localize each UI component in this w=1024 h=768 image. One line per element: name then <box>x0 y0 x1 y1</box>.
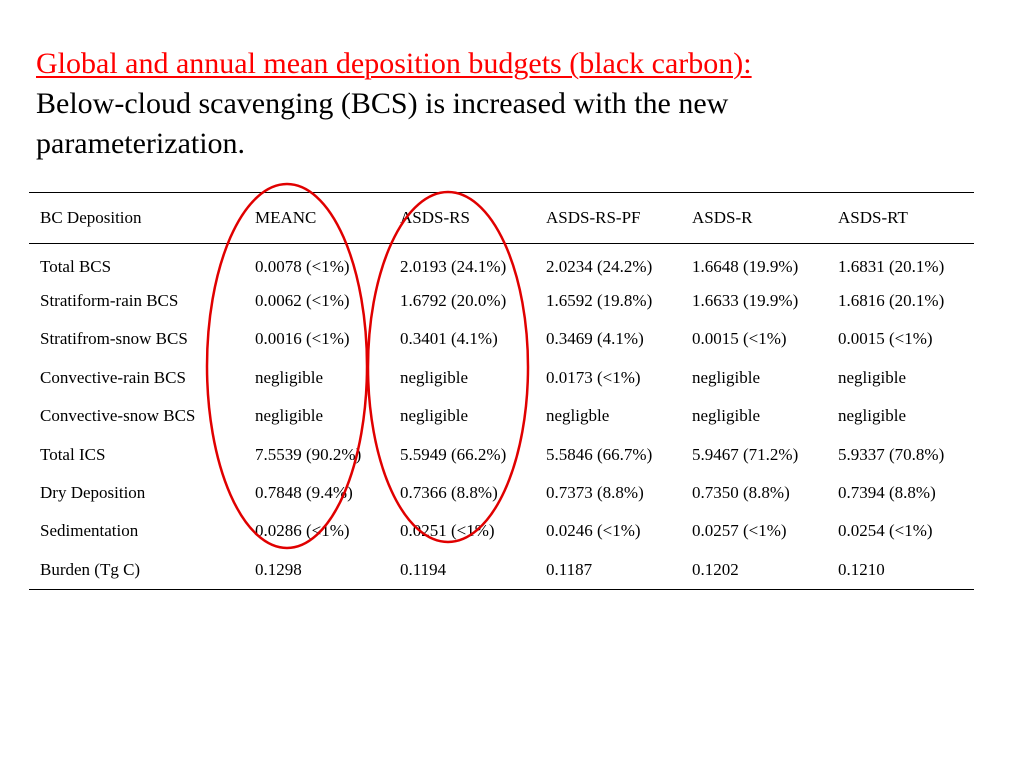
table-cell: 0.1210 <box>838 559 885 579</box>
table-cell: 0.3469 (4.1%) <box>546 329 644 349</box>
row-label: Dry Deposition <box>40 483 146 503</box>
table-cell: negligible <box>838 367 906 387</box>
row-label: Sedimentation <box>40 521 139 541</box>
table-cell: negligible <box>692 406 760 426</box>
table-cell: 0.1202 <box>692 559 739 579</box>
table-cell: 0.0257 (<1%) <box>692 521 787 541</box>
table-cell: 0.1298 <box>255 559 302 579</box>
deposition-budget-table: BC Deposition MEANC ASDS-RS ASDS-RS-PF A… <box>29 192 974 590</box>
table-cell: 1.6831 (20.1%) <box>838 256 945 276</box>
table-cell: 7.5539 (90.2%) <box>255 444 362 464</box>
slide-heading: Global and annual mean deposition budget… <box>36 44 996 164</box>
header-meanc: MEANC <box>255 208 317 227</box>
table-cell: 2.0234 (24.2%) <box>546 256 653 276</box>
table-cell: 0.7848 (9.4%) <box>255 483 353 503</box>
table-header-row: BC Deposition MEANC ASDS-RS ASDS-RS-PF A… <box>29 192 974 244</box>
row-label: Total ICS <box>40 444 106 464</box>
table-cell: 0.0251 (<1%) <box>400 521 495 541</box>
table-cell: negligible <box>838 406 906 426</box>
header-asds-rt: ASDS-RT <box>838 208 908 227</box>
table-cell: 0.1194 <box>400 559 447 579</box>
table-cell: 0.7350 (8.8%) <box>692 483 790 503</box>
table-cell: 1.6648 (19.9%) <box>692 256 799 276</box>
table-cell: negligible <box>400 367 468 387</box>
table-cell: 0.0016 (<1%) <box>255 329 350 349</box>
table-cell: 0.0173 (<1%) <box>546 367 641 387</box>
table-cell: 0.7366 (8.8%) <box>400 483 498 503</box>
table-cell: negligible <box>255 367 323 387</box>
table-cell: 5.5846 (66.7%) <box>546 444 653 464</box>
table-cell: 5.9467 (71.2%) <box>692 444 799 464</box>
table-cell: 1.6633 (19.9%) <box>692 291 799 311</box>
slide-subtitle-line-2: parameterization. <box>36 127 246 160</box>
table-cell: 0.0078 (<1%) <box>255 256 350 276</box>
table-cell: 0.0062 (<1%) <box>255 291 350 311</box>
table-row: Stratiform-rain BCS 0.0062 (<1%) 1.6792 … <box>29 282 974 320</box>
row-label: Convective-rain BCS <box>40 367 186 387</box>
deposition-table-container: BC Deposition MEANC ASDS-RS ASDS-RS-PF A… <box>29 192 974 590</box>
table-row: Convective-snow BCS negligible negligibl… <box>29 397 974 435</box>
table-cell: negligible <box>255 406 323 426</box>
table-row: Burden (Tg C) 0.1298 0.1194 0.1187 0.120… <box>29 551 974 590</box>
table-row: Dry Deposition 0.7848 (9.4%) 0.7366 (8.8… <box>29 474 974 512</box>
table-cell: 0.7373 (8.8%) <box>546 483 644 503</box>
row-label: Total BCS <box>40 256 112 276</box>
table-cell: 0.1187 <box>546 559 593 579</box>
table-cell: negligble <box>546 406 610 426</box>
table-cell: 0.3401 (4.1%) <box>400 329 498 349</box>
table-row: Sedimentation 0.0286 (<1%) 0.0251 (<1%) … <box>29 512 974 550</box>
table-cell: 0.7394 (8.8%) <box>838 483 936 503</box>
slide-title: Global and annual mean deposition budget… <box>36 47 752 80</box>
row-label: Stratifrom-snow BCS <box>40 329 188 349</box>
row-label: Stratiform-rain BCS <box>40 291 179 311</box>
row-label: Burden (Tg C) <box>40 559 141 579</box>
table-cell: 0.0246 (<1%) <box>546 521 641 541</box>
header-asds-r: ASDS-R <box>692 208 753 227</box>
table-row: Stratifrom-snow BCS 0.0016 (<1%) 0.3401 … <box>29 320 974 358</box>
table-cell: 0.0015 (<1%) <box>838 329 933 349</box>
table-cell: negligible <box>400 406 468 426</box>
table-cell: 0.0286 (<1%) <box>255 521 350 541</box>
table-cell: 1.6592 (19.8%) <box>546 291 653 311</box>
table-cell: 1.6816 (20.1%) <box>838 291 945 311</box>
table-row: Convective-rain BCS negligible negligibl… <box>29 359 974 397</box>
table-cell: negligible <box>692 367 760 387</box>
header-asds-rs-pf: ASDS-RS-PF <box>546 208 641 227</box>
table-cell: 5.9337 (70.8%) <box>838 444 945 464</box>
table-row: Total BCS 0.0078 (<1%) 2.0193 (24.1%) 2.… <box>29 244 974 282</box>
table-cell: 1.6792 (20.0%) <box>400 291 507 311</box>
slide-subtitle-line-1: Below-cloud scavenging (BCS) is increase… <box>36 87 729 120</box>
table-cell: 0.0254 (<1%) <box>838 521 933 541</box>
header-asds-rs: ASDS-RS <box>400 208 470 227</box>
row-label: Convective-snow BCS <box>40 406 196 426</box>
table-cell: 0.0015 (<1%) <box>692 329 787 349</box>
table-cell: 5.5949 (66.2%) <box>400 444 507 464</box>
header-bc-deposition: BC Deposition <box>40 208 142 227</box>
table-cell: 2.0193 (24.1%) <box>400 256 507 276</box>
table-row: Total ICS 7.5539 (90.2%) 5.5949 (66.2%) … <box>29 435 974 473</box>
